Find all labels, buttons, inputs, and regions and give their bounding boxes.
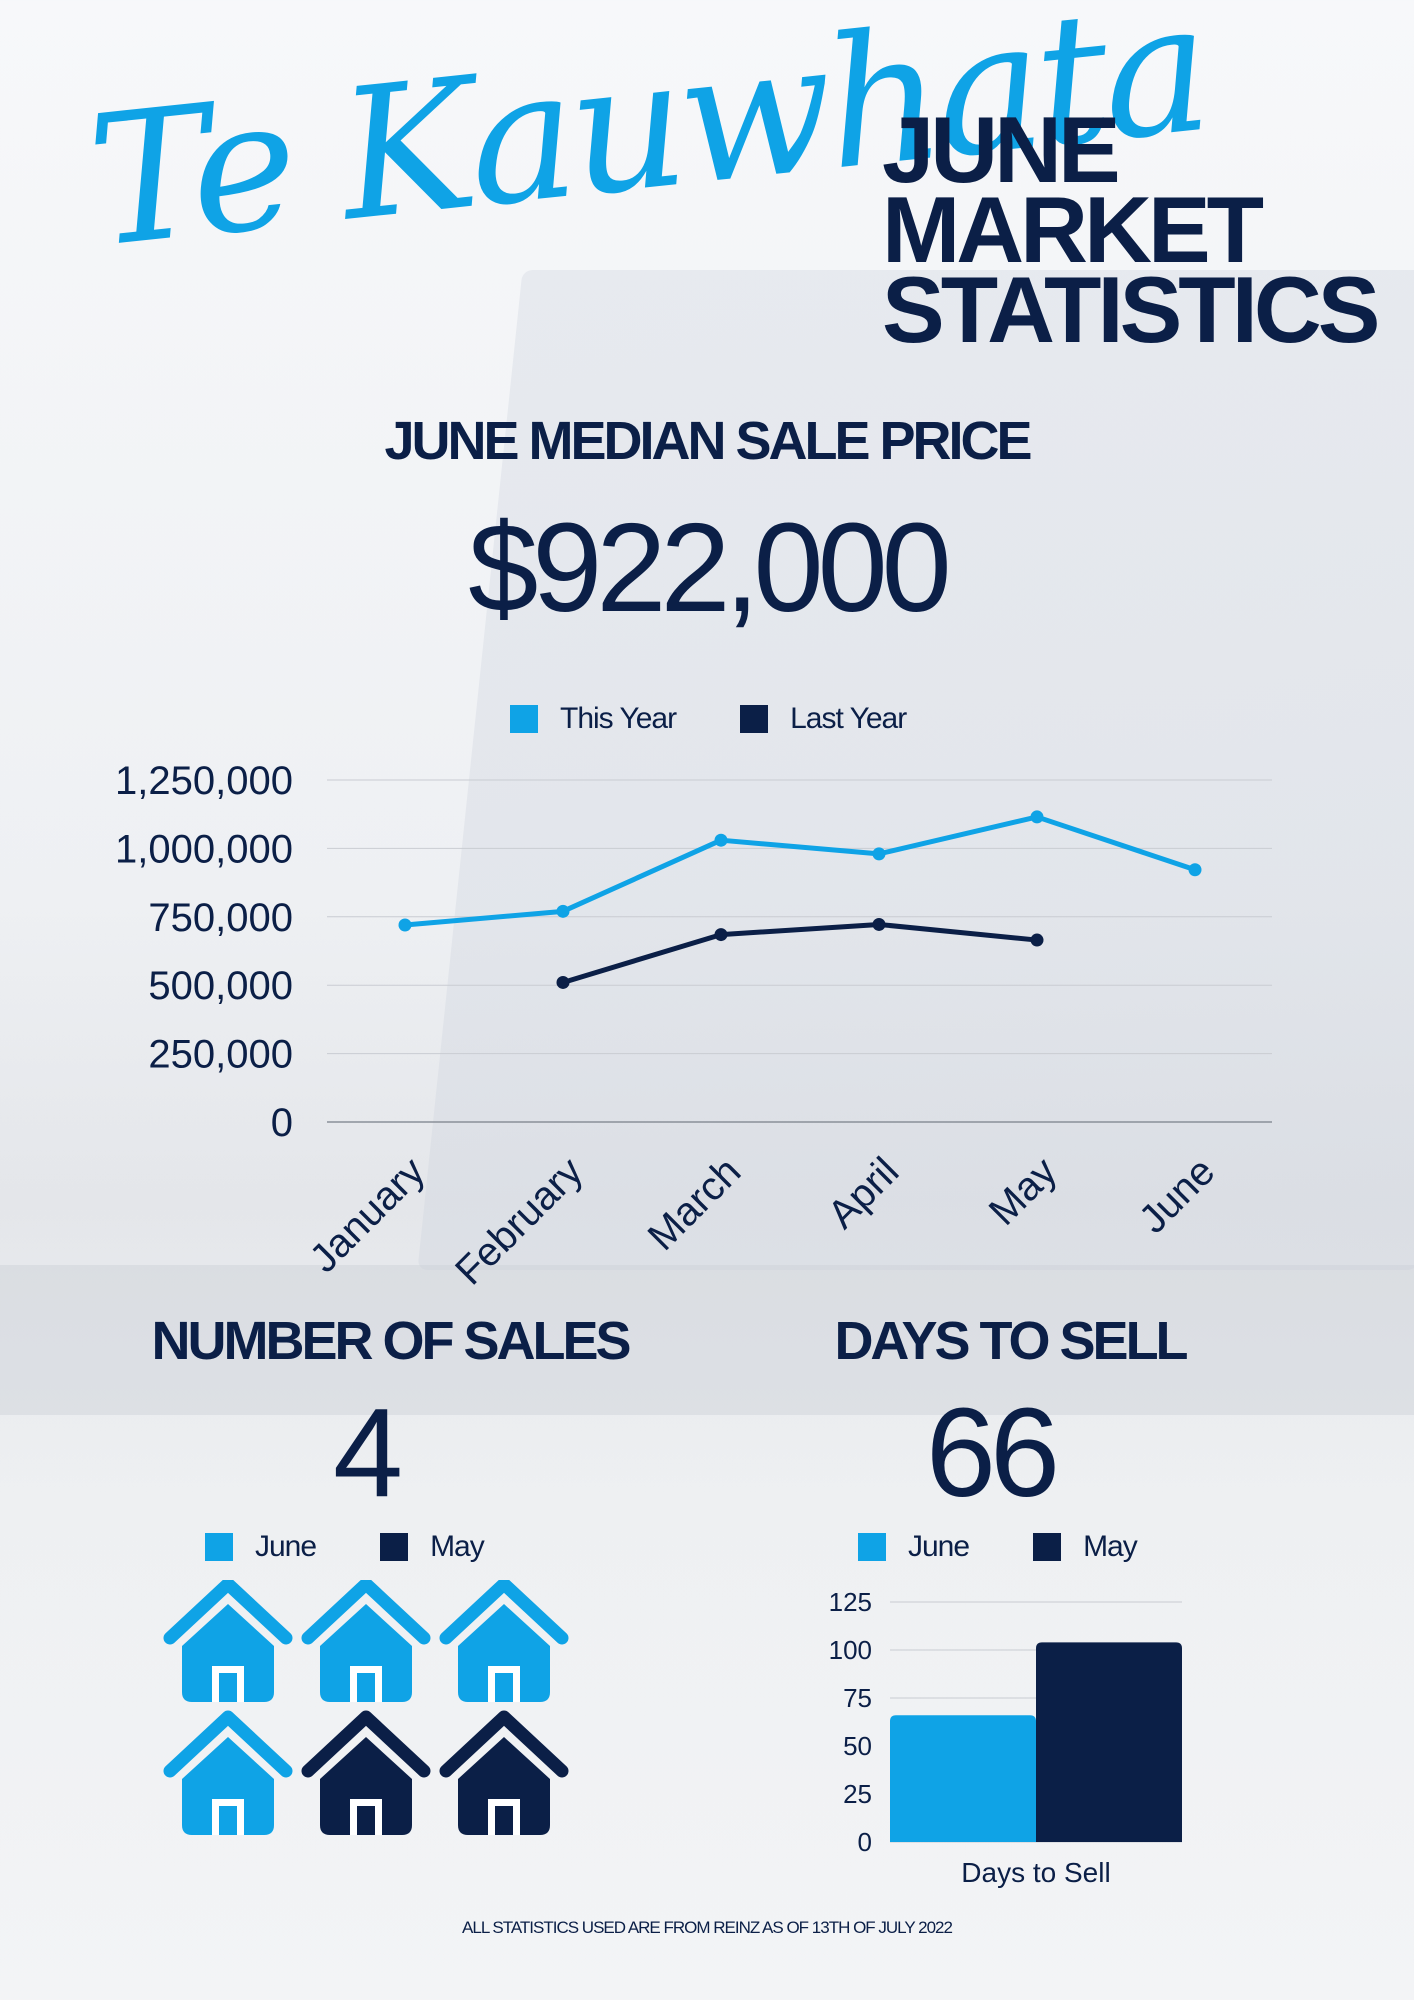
median-value: $922,000 <box>468 497 952 638</box>
x-tick-label: January <box>302 1149 434 1281</box>
sales-title: NUMBER OF SALES <box>151 1311 631 1371</box>
y-tick-label: 0 <box>271 1101 293 1145</box>
data-point <box>1188 863 1202 877</box>
bar-may <box>1036 1642 1182 1842</box>
data-point <box>714 833 728 847</box>
legend-label: Last Year <box>790 702 907 735</box>
data-point <box>1030 933 1044 947</box>
y-tick-label: 50 <box>843 1731 872 1761</box>
y-tick-label: 500,000 <box>148 964 293 1008</box>
data-point <box>398 918 412 932</box>
y-tick-label: 1,250,000 <box>115 759 293 803</box>
sales-legend: June May <box>205 1530 548 1564</box>
legend-swatch <box>205 1533 233 1561</box>
data-point <box>872 917 886 931</box>
days-title: DAYS TO SELL <box>834 1311 1188 1371</box>
x-tick-label: May <box>981 1149 1066 1234</box>
y-tick-label: 75 <box>843 1683 872 1713</box>
series-line-last-year <box>562 921 1038 985</box>
legend-label: May <box>1083 1530 1138 1563</box>
bar-june <box>890 1715 1036 1842</box>
house-icon <box>439 1710 569 1835</box>
x-tick-label: February <box>447 1149 591 1293</box>
x-tick-label: April <box>820 1149 908 1237</box>
sales-value: 4 <box>332 1382 403 1523</box>
y-tick-label: 125 <box>829 1587 872 1617</box>
y-tick-label: 750,000 <box>148 896 293 940</box>
legend-swatch <box>380 1533 409 1561</box>
days-legend-may: May <box>1033 1530 1138 1564</box>
days-value: 66 <box>925 1382 1060 1523</box>
x-category-label: Days to Sell <box>961 1857 1110 1888</box>
x-tick-label: March <box>640 1149 750 1259</box>
sales-legend-june: June <box>205 1530 317 1564</box>
legend-this-year: This Year <box>510 702 677 736</box>
median-title: JUNE MEDIAN SALE PRICE <box>384 411 1032 471</box>
x-tick-label: June <box>1131 1149 1223 1241</box>
house-icon <box>439 1580 569 1702</box>
headline-line-3: STATISTICS <box>882 257 1380 362</box>
house-icon <box>301 1580 431 1702</box>
background-keyboard <box>0 1265 1414 1415</box>
headline: JUNE MARKET STATISTICS <box>882 97 1380 362</box>
legend-swatch <box>740 705 769 733</box>
house-icon <box>163 1580 293 1702</box>
house-icon <box>301 1710 431 1835</box>
footnote: ALL STATISTICS USED ARE FROM REINZ AS OF… <box>462 1918 953 1937</box>
data-point <box>556 904 570 918</box>
median-price-line-chart: 0 250,000 500,000 750,000 1,000,000 1,250,000… <box>115 759 1272 1294</box>
legend-label: This Year <box>560 702 677 735</box>
headline-line-1: JUNE <box>882 97 1121 202</box>
series-line-this-year <box>404 814 1196 928</box>
data-point <box>872 847 886 861</box>
y-tick-label: 25 <box>843 1779 872 1809</box>
days-to-sell-bar-chart: 0 25 50 75 100 125 Days to Sell <box>829 1587 1182 1888</box>
days-legend-june: June <box>858 1530 970 1564</box>
legend-swatch <box>1033 1533 1062 1561</box>
house-icon <box>163 1710 293 1835</box>
legend-last-year: Last Year <box>740 702 907 736</box>
legend-label: May <box>430 1530 485 1563</box>
legend-swatch <box>858 1533 886 1561</box>
data-point <box>556 975 570 989</box>
y-tick-label: 1,000,000 <box>115 827 293 871</box>
sales-legend-may: May <box>380 1530 485 1564</box>
house-icon-grid <box>163 1580 569 1835</box>
y-tick-label: 250,000 <box>148 1033 293 1077</box>
headline-line-2: MARKET <box>882 177 1264 282</box>
y-tick-label: 0 <box>858 1827 872 1857</box>
days-legend: June May <box>858 1530 1201 1564</box>
legend-label: June <box>255 1530 317 1563</box>
legend-swatch <box>510 705 538 733</box>
legend-label: June <box>908 1530 970 1563</box>
y-tick-label: 100 <box>829 1635 872 1665</box>
data-point <box>1030 810 1044 824</box>
data-point <box>714 928 728 942</box>
line-legend: This Year Last Year <box>510 702 970 736</box>
